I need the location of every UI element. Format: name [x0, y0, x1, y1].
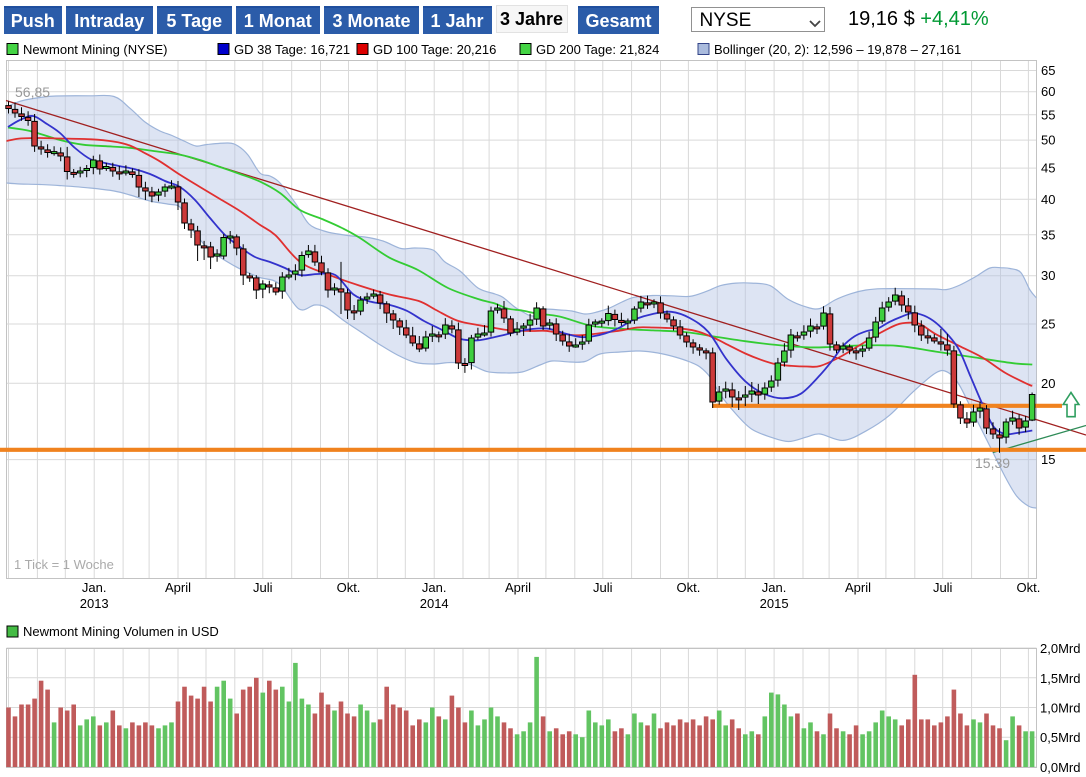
svg-text:55: 55 [1041, 107, 1055, 122]
svg-text:60: 60 [1041, 84, 1055, 99]
svg-text:Okt.: Okt. [676, 580, 700, 595]
svg-text:Juli: Juli [253, 580, 273, 595]
svg-text:45: 45 [1041, 161, 1055, 176]
svg-text:GD 100 Tage: 20,216: GD 100 Tage: 20,216 [373, 42, 496, 57]
svg-text:Jan.: Jan. [82, 580, 107, 595]
svg-text:25: 25 [1041, 317, 1055, 332]
svg-text:April: April [505, 580, 531, 595]
svg-text:Jan.: Jan. [762, 580, 787, 595]
svg-text:Jan.: Jan. [422, 580, 447, 595]
svg-text:50: 50 [1041, 133, 1055, 148]
svg-text:56,85: 56,85 [15, 84, 50, 100]
svg-text:15: 15 [1041, 452, 1055, 467]
svg-text:Juli: Juli [933, 580, 953, 595]
svg-text:30: 30 [1041, 268, 1055, 283]
svg-text:April: April [845, 580, 871, 595]
svg-text:40: 40 [1041, 192, 1055, 207]
svg-text:1,0Mrd: 1,0Mrd [1040, 701, 1080, 716]
svg-text:Juli: Juli [593, 580, 613, 595]
svg-text:0,5Mrd: 0,5Mrd [1040, 730, 1080, 745]
svg-text:2015: 2015 [760, 596, 789, 611]
svg-text:20: 20 [1041, 376, 1055, 391]
svg-text:1 Tick = 1 Woche: 1 Tick = 1 Woche [14, 557, 114, 572]
svg-text:65: 65 [1041, 63, 1055, 78]
svg-text:0,0Mrd: 0,0Mrd [1040, 760, 1080, 775]
svg-text:2013: 2013 [80, 596, 109, 611]
svg-text:Bollinger (20, 2): 12,596 – 19: Bollinger (20, 2): 12,596 – 19,878 – 27,… [714, 42, 961, 57]
svg-text:1,5Mrd: 1,5Mrd [1040, 671, 1080, 686]
svg-text:Okt.: Okt. [337, 580, 361, 595]
svg-text:Okt.: Okt. [1016, 580, 1040, 595]
svg-text:Newmont Mining Volumen in USD: Newmont Mining Volumen in USD [23, 624, 219, 639]
svg-text:2,0Mrd: 2,0Mrd [1040, 641, 1080, 656]
svg-text:15,39: 15,39 [975, 455, 1010, 471]
svg-text:Newmont Mining (NYSE): Newmont Mining (NYSE) [23, 42, 168, 57]
svg-text:GD 38 Tage: 16,721: GD 38 Tage: 16,721 [234, 42, 350, 57]
svg-text:GD 200 Tage: 21,824: GD 200 Tage: 21,824 [536, 42, 659, 57]
svg-text:35: 35 [1041, 227, 1055, 242]
svg-text:April: April [165, 580, 191, 595]
svg-text:2014: 2014 [420, 596, 449, 611]
